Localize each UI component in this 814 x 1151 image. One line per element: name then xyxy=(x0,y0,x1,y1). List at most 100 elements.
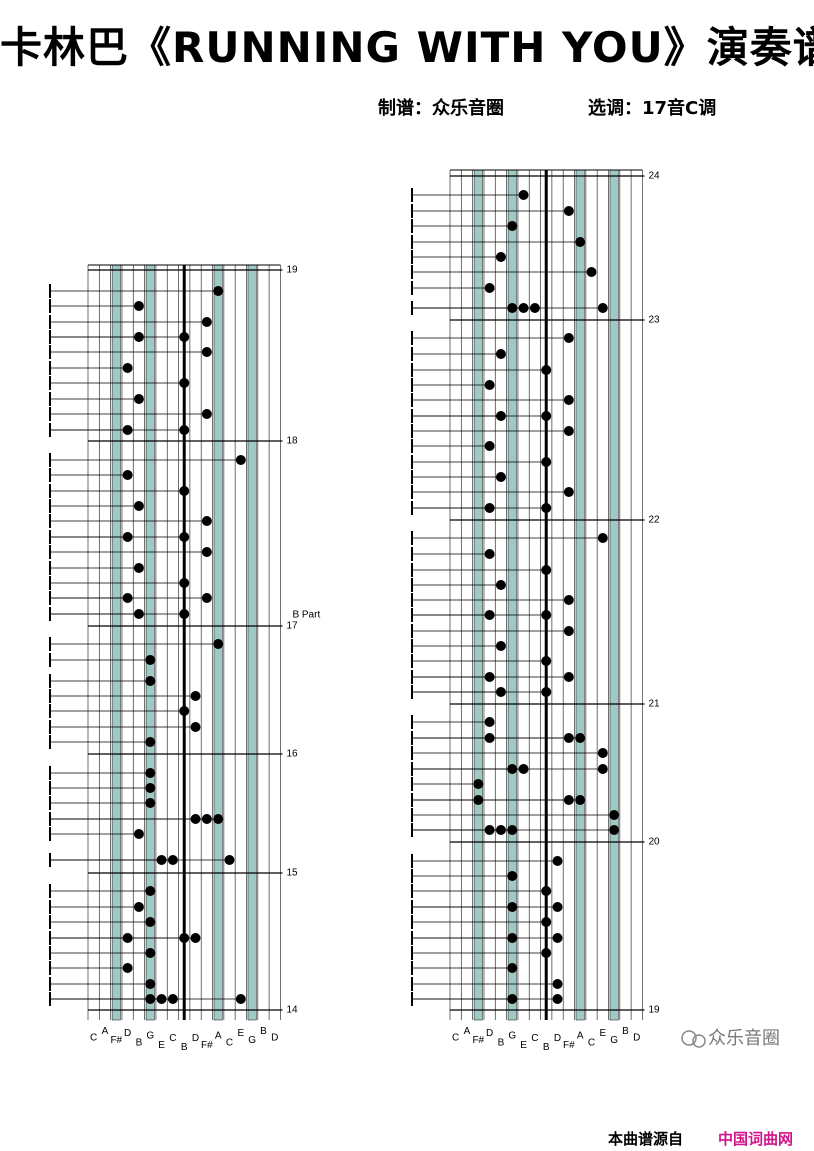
note xyxy=(484,717,495,727)
note xyxy=(563,595,574,605)
note xyxy=(179,425,190,435)
note xyxy=(495,580,506,590)
note xyxy=(145,768,156,778)
measure-number: 24 xyxy=(648,171,660,182)
key-label: B xyxy=(136,1037,143,1048)
key-label: E xyxy=(520,1040,527,1051)
note xyxy=(484,549,495,559)
key-label: G xyxy=(146,1031,154,1042)
key-label: A xyxy=(102,1026,109,1037)
note xyxy=(145,917,156,927)
key-label: C xyxy=(452,1033,459,1044)
note xyxy=(122,963,133,973)
key-label: C xyxy=(90,1033,97,1044)
shaded-column xyxy=(609,169,619,1021)
shaded-column xyxy=(145,264,155,1021)
note xyxy=(575,795,586,805)
note xyxy=(235,994,246,1004)
section-label: B Part xyxy=(292,610,320,621)
key-label: F# xyxy=(201,1040,213,1051)
note xyxy=(597,533,608,543)
note xyxy=(213,639,224,649)
note xyxy=(145,783,156,793)
note xyxy=(145,948,156,958)
note xyxy=(495,252,506,262)
key-label: A xyxy=(577,1031,584,1042)
note xyxy=(575,733,586,743)
note xyxy=(201,547,212,557)
note xyxy=(122,470,133,480)
note xyxy=(190,691,201,701)
note xyxy=(541,656,552,666)
note xyxy=(133,394,144,404)
note xyxy=(145,737,156,747)
note xyxy=(213,814,224,824)
note xyxy=(507,871,518,881)
note xyxy=(541,886,552,896)
note xyxy=(179,578,190,588)
measure-number: 23 xyxy=(648,315,660,326)
note xyxy=(179,378,190,388)
key-label: D xyxy=(486,1028,493,1039)
note xyxy=(213,286,224,296)
note xyxy=(495,349,506,359)
note xyxy=(507,221,518,231)
key-label: A xyxy=(215,1031,222,1042)
key-label: B xyxy=(498,1037,505,1048)
key-label: G xyxy=(248,1035,256,1046)
note xyxy=(201,409,212,419)
note xyxy=(597,303,608,313)
note xyxy=(235,455,246,465)
note xyxy=(563,672,574,682)
measure-number: 18 xyxy=(286,436,298,447)
note xyxy=(575,237,586,247)
key-label: E xyxy=(237,1028,244,1039)
measure-number: 14 xyxy=(286,1005,298,1016)
measure-number: 20 xyxy=(648,837,660,848)
note xyxy=(145,979,156,989)
note xyxy=(122,363,133,373)
note xyxy=(201,347,212,357)
measure-number: 22 xyxy=(648,515,660,526)
note xyxy=(552,994,563,1004)
note xyxy=(563,395,574,405)
watermark: 众乐音圈 xyxy=(708,1028,780,1048)
note xyxy=(541,411,552,421)
note xyxy=(563,487,574,497)
key-label: B xyxy=(260,1026,267,1037)
note xyxy=(201,593,212,603)
key-label: F# xyxy=(563,1040,575,1051)
key-label: D xyxy=(124,1028,131,1039)
note xyxy=(145,798,156,808)
shaded-column xyxy=(507,169,517,1021)
key-label: B xyxy=(181,1042,188,1053)
key-label: G xyxy=(508,1031,516,1042)
key-label: B xyxy=(622,1026,629,1037)
note xyxy=(552,856,563,866)
note xyxy=(609,825,620,835)
note xyxy=(495,641,506,651)
key-label: G xyxy=(610,1035,618,1046)
key-label: E xyxy=(158,1040,165,1051)
note xyxy=(133,301,144,311)
note xyxy=(541,610,552,620)
note xyxy=(179,532,190,542)
measure-number: 21 xyxy=(648,699,660,710)
measure-number: 17 xyxy=(286,621,298,632)
note xyxy=(541,917,552,927)
measure-number: 16 xyxy=(286,749,298,760)
note xyxy=(133,563,144,573)
note xyxy=(145,886,156,896)
measure-number: 19 xyxy=(648,1005,660,1016)
note xyxy=(563,333,574,343)
footer-site: 中国词曲网 xyxy=(718,1130,794,1148)
note xyxy=(179,609,190,619)
note xyxy=(190,722,201,732)
note xyxy=(484,283,495,293)
key-label: C xyxy=(226,1037,233,1048)
note xyxy=(563,426,574,436)
key-label: B xyxy=(543,1042,550,1053)
shaded-column xyxy=(575,169,585,1021)
note xyxy=(563,206,574,216)
